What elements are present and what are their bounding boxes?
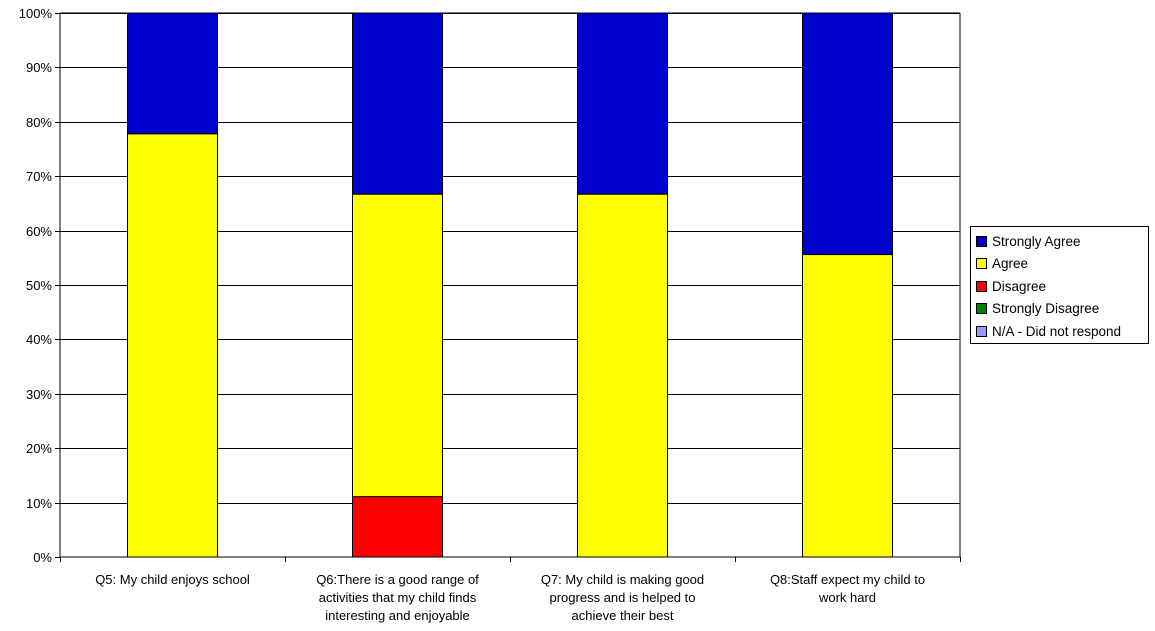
y-tick-label: 90% <box>26 60 52 75</box>
legend-label: Agree <box>992 256 1029 272</box>
category-label: Q5: My child enjoys school <box>95 572 250 587</box>
category-label-line: achieve their best <box>572 608 674 623</box>
bar-segment-agree <box>127 133 218 558</box>
legend-label: Strongly Disagree <box>992 301 1100 317</box>
y-tick-label: 60% <box>26 224 52 239</box>
category-label-line: work hard <box>818 590 876 605</box>
y-tick-labels: 0% 10% 20% 30% 40% 50% 60% 70% 80% 90% 100% <box>19 6 53 565</box>
legend-item: Disagree <box>976 275 1148 298</box>
bar-segment-strongly-agree <box>127 12 218 135</box>
x-category-labels: Q5: My child enjoys school Q6:There is a … <box>95 572 925 623</box>
y-tick-label: 40% <box>26 332 52 347</box>
y-tick-label: 70% <box>26 169 52 184</box>
bar-segment-disagree <box>352 496 443 558</box>
legend-label: N/A - Did not respond <box>992 323 1122 339</box>
y-tick-label: 30% <box>26 387 52 402</box>
legend: Strongly Agree Agree Disagree Strongly Disa… <box>970 226 1149 344</box>
y-tick-label: 100% <box>19 6 53 21</box>
y-tick-label: 0% <box>33 550 52 565</box>
bars <box>127 12 893 558</box>
category-label-line: Q6:There is a good range of <box>316 572 479 587</box>
legend-item: Strongly Disagree <box>976 298 1148 321</box>
legend-swatch <box>976 258 987 270</box>
y-tick-label: 50% <box>26 278 52 293</box>
category-label: Q6:There is a good range of activities th… <box>316 572 479 623</box>
legend-swatch <box>976 303 987 315</box>
category-label-line: interesting and enjoyable <box>325 608 470 623</box>
legend-item: N/A - Did not respond <box>976 320 1148 343</box>
legend-item: Agree <box>976 253 1148 276</box>
axes <box>55 12 961 562</box>
bar-segment-agree <box>577 193 668 558</box>
y-tick-label: 20% <box>26 441 52 456</box>
legend-swatch <box>976 235 987 247</box>
category-label-line: activities that my child finds <box>319 590 477 605</box>
category-label-line: progress and is helped to <box>550 590 696 605</box>
category-label: Q7: My child is making good progress and … <box>541 572 704 623</box>
legend-swatch <box>976 280 987 292</box>
bar-segment-agree <box>352 193 443 498</box>
category-label-line: Q7: My child is making good <box>541 572 704 587</box>
category-label-line: Q5: My child enjoys school <box>95 572 250 587</box>
y-tick-label: 80% <box>26 115 52 130</box>
legend-label: Disagree <box>992 278 1047 294</box>
legend-item: Strongly Agree <box>976 230 1148 253</box>
bar-segment-strongly-agree <box>352 12 443 195</box>
category-label: Q8:Staff expect my child to work hard <box>770 572 925 605</box>
bar-segment-agree <box>802 254 893 558</box>
bar-segment-strongly-agree <box>577 12 668 195</box>
category-label-line: Q8:Staff expect my child to <box>770 572 925 587</box>
legend-swatch <box>976 325 987 337</box>
y-tick-label: 10% <box>26 496 52 511</box>
bar-segment-strongly-agree <box>802 12 893 256</box>
legend-label: Strongly Agree <box>992 233 1081 249</box>
